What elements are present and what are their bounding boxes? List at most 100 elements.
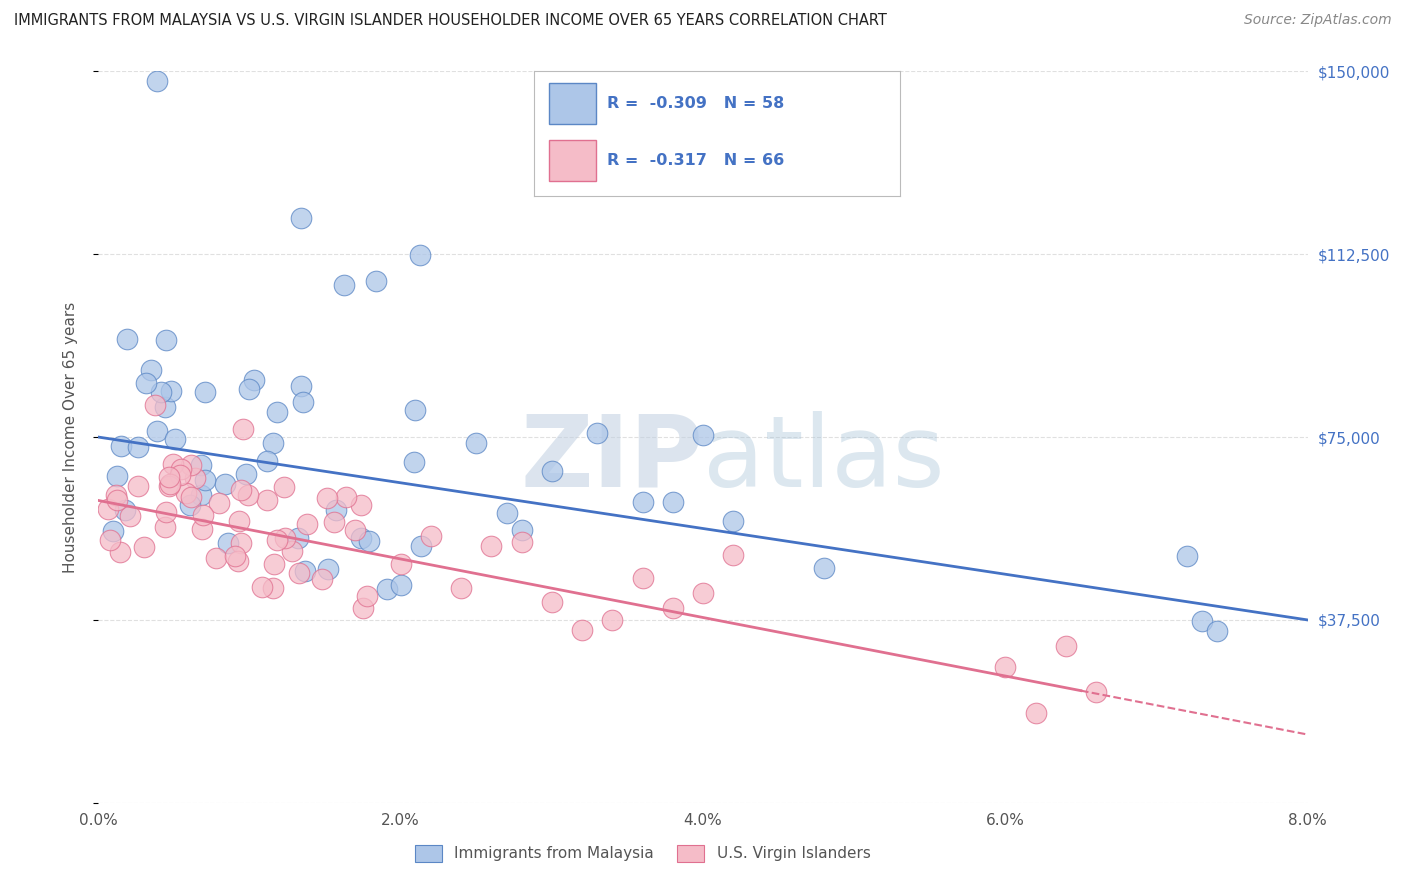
Point <box>281 543 304 558</box>
Point <box>481 539 503 553</box>
Text: Source: ZipAtlas.com: Source: ZipAtlas.com <box>1244 13 1392 28</box>
Point <box>159 477 181 491</box>
Point <box>409 248 432 262</box>
Point <box>101 524 124 538</box>
Point <box>631 571 654 585</box>
Point <box>661 495 683 509</box>
Point <box>208 496 231 510</box>
Point <box>194 474 217 488</box>
Point <box>97 501 120 516</box>
Point <box>813 561 835 575</box>
Point <box>118 508 141 523</box>
Point <box>290 211 312 225</box>
Point <box>232 422 254 436</box>
Point <box>98 533 121 548</box>
Point <box>190 458 212 472</box>
Point <box>174 486 197 500</box>
Point <box>586 426 609 441</box>
Point <box>450 582 472 596</box>
Point <box>1191 615 1213 629</box>
Point <box>692 586 714 600</box>
Point <box>228 514 250 528</box>
Legend: Immigrants from Malaysia, U.S. Virgin Islanders: Immigrants from Malaysia, U.S. Virgin Is… <box>408 838 877 868</box>
Point <box>420 529 443 543</box>
Point <box>287 531 309 545</box>
Point <box>1025 706 1047 721</box>
Point <box>262 436 284 450</box>
Point <box>224 549 246 564</box>
Point <box>1085 684 1108 698</box>
Point <box>226 554 249 568</box>
Point <box>163 433 186 447</box>
Point <box>294 564 316 578</box>
Point <box>256 454 278 468</box>
Point <box>157 478 180 492</box>
Point <box>356 590 378 604</box>
Point <box>335 490 357 504</box>
Point <box>266 533 288 548</box>
Point <box>194 385 217 400</box>
Text: atlas: atlas <box>703 410 945 508</box>
FancyBboxPatch shape <box>548 140 596 181</box>
Point <box>229 536 252 550</box>
Point <box>333 277 356 292</box>
Point <box>179 498 201 512</box>
Text: R =  -0.309   N = 58: R = -0.309 N = 58 <box>607 95 785 111</box>
Text: IMMIGRANTS FROM MALAYSIA VS U.S. VIRGIN ISLANDER HOUSEHOLDER INCOME OVER 65 YEAR: IMMIGRANTS FROM MALAYSIA VS U.S. VIRGIN … <box>14 13 887 29</box>
Point <box>155 505 177 519</box>
Point <box>350 531 373 545</box>
Point <box>344 523 367 537</box>
Point <box>191 522 214 536</box>
Point <box>349 498 371 512</box>
Point <box>411 539 433 553</box>
Point <box>238 382 260 396</box>
Point <box>162 457 184 471</box>
Point <box>217 536 239 550</box>
Point <box>110 439 132 453</box>
Point <box>205 550 228 565</box>
Point <box>256 493 278 508</box>
Point <box>180 458 202 473</box>
Point <box>297 517 319 532</box>
Point <box>153 401 176 415</box>
Point <box>263 558 285 572</box>
Point <box>404 455 426 469</box>
Point <box>274 531 297 545</box>
Text: ZIP: ZIP <box>520 410 703 508</box>
Point <box>322 515 344 529</box>
Point <box>311 573 333 587</box>
Point <box>290 379 312 393</box>
Point <box>141 363 163 377</box>
Point <box>391 578 413 592</box>
Point <box>723 548 745 562</box>
Point <box>661 601 683 615</box>
Point <box>318 562 340 576</box>
Point <box>193 508 215 522</box>
Point <box>540 594 562 608</box>
Point <box>1175 549 1198 563</box>
Point <box>266 405 288 419</box>
Point <box>316 491 339 505</box>
Y-axis label: Householder Income Over 65 years: Householder Income Over 65 years <box>63 301 77 573</box>
Point <box>104 488 127 502</box>
Point <box>160 384 183 398</box>
Point <box>723 514 745 528</box>
Point <box>157 470 180 484</box>
Text: R =  -0.317   N = 66: R = -0.317 N = 66 <box>607 153 785 169</box>
Point <box>169 468 191 483</box>
Point <box>105 493 128 508</box>
Point <box>114 503 136 517</box>
Point <box>108 545 131 559</box>
Point <box>243 373 266 387</box>
Point <box>105 469 128 483</box>
Point <box>252 580 274 594</box>
Point <box>540 464 562 478</box>
Point <box>389 557 412 571</box>
Point <box>143 398 166 412</box>
Point <box>135 376 157 390</box>
Point <box>1054 640 1077 654</box>
Point <box>153 520 176 534</box>
Point <box>235 467 257 481</box>
Point <box>510 534 533 549</box>
Point <box>292 394 315 409</box>
